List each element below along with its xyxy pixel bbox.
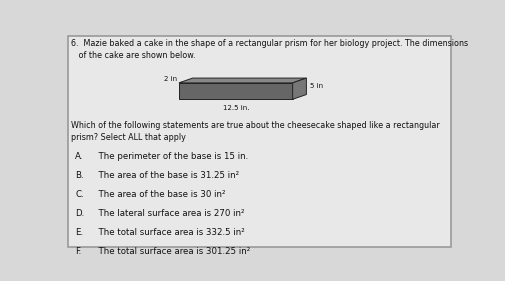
Text: The area of the base is 31.25 in²: The area of the base is 31.25 in² [92, 171, 238, 180]
Text: A.: A. [75, 152, 83, 161]
FancyBboxPatch shape [68, 36, 450, 248]
Text: 6.  Mazie baked a cake in the shape of a rectangular prism for her biology proje: 6. Mazie baked a cake in the shape of a … [71, 39, 467, 60]
Text: D.: D. [75, 209, 84, 218]
Text: Which of the following statements are true about the cheesecake shaped like a re: Which of the following statements are tr… [71, 121, 439, 142]
Polygon shape [179, 78, 306, 83]
Text: The total surface area is 332.5 in²: The total surface area is 332.5 in² [92, 228, 244, 237]
Text: 5 in: 5 in [310, 83, 323, 89]
Text: C.: C. [75, 190, 83, 199]
Polygon shape [179, 83, 292, 99]
Text: The total surface area is 301.25 in²: The total surface area is 301.25 in² [92, 247, 249, 256]
Text: 2 in: 2 in [164, 76, 177, 82]
Text: The area of the base is 30 in²: The area of the base is 30 in² [92, 190, 225, 199]
Text: 12.5 in.: 12.5 in. [222, 105, 248, 111]
Text: The lateral surface area is 270 in²: The lateral surface area is 270 in² [92, 209, 244, 218]
Text: B.: B. [75, 171, 83, 180]
Text: The perimeter of the base is 15 in.: The perimeter of the base is 15 in. [92, 152, 247, 161]
Text: F.: F. [75, 247, 81, 256]
Text: E.: E. [75, 228, 83, 237]
Polygon shape [292, 78, 306, 99]
